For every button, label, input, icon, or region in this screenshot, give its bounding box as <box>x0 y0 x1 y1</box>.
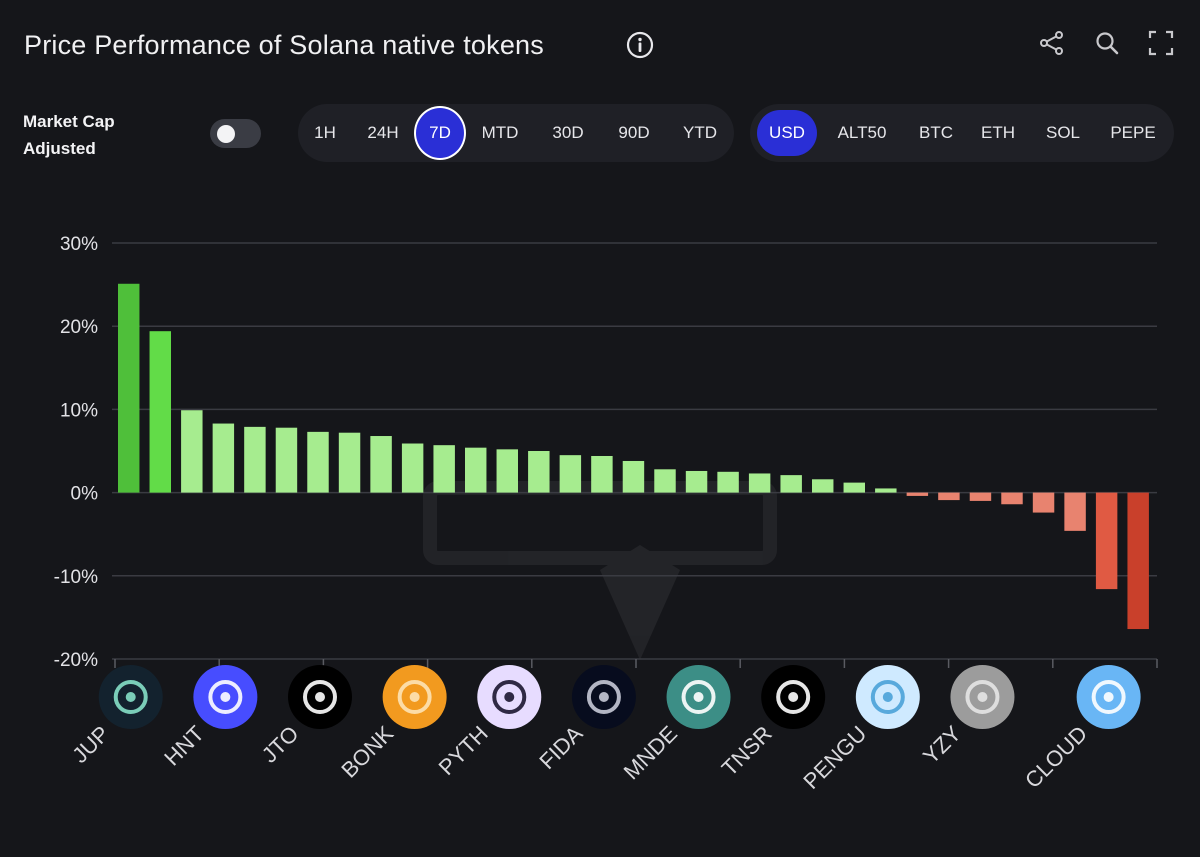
y-tick-label: 30% <box>60 234 98 255</box>
y-tick-label: 0% <box>71 484 99 505</box>
range-7d-button[interactable]: 7D <box>416 108 464 158</box>
bonk-logo-icon <box>382 665 447 729</box>
tnsr-logo-icon <box>761 665 826 729</box>
info-icon[interactable] <box>626 31 654 59</box>
bar[interactable] <box>1032 492 1055 513</box>
bar[interactable] <box>118 283 140 493</box>
range-1h-button[interactable]: 1H <box>314 123 336 142</box>
bar[interactable] <box>969 492 992 501</box>
y-tick-label: -10% <box>54 567 98 588</box>
currency-pepe-button[interactable]: PEPE <box>1110 123 1156 142</box>
x-tick-label: PYTH <box>434 721 493 780</box>
bar[interactable] <box>244 426 266 493</box>
bar[interactable] <box>906 492 929 496</box>
x-tick-label: FIDA <box>534 721 587 774</box>
bar[interactable] <box>496 449 518 493</box>
bar[interactable] <box>149 331 171 493</box>
bar[interactable] <box>717 471 739 493</box>
bar[interactable] <box>307 431 329 493</box>
x-tick-label: JUP <box>67 721 114 768</box>
bar[interactable] <box>181 410 203 493</box>
zoom-icon[interactable] <box>1094 30 1120 56</box>
x-tick-label: YZY <box>918 721 966 769</box>
x-tick-label: BONK <box>336 721 398 783</box>
bar[interactable] <box>591 455 613 493</box>
currency-eth-button[interactable]: ETH <box>981 123 1015 142</box>
bar[interactable] <box>212 423 235 493</box>
bar[interactable] <box>401 443 424 493</box>
bar[interactable] <box>1001 492 1023 505</box>
page-title: Price Performance of Solana native token… <box>24 30 544 60</box>
bar[interactable] <box>875 488 897 493</box>
bar[interactable] <box>1127 492 1149 630</box>
bar[interactable] <box>654 469 676 493</box>
bar[interactable] <box>433 445 455 493</box>
bar[interactable] <box>338 432 361 493</box>
jto-logo-icon <box>287 665 352 729</box>
y-tick-label: 20% <box>60 317 98 338</box>
toggle-knob <box>217 125 235 143</box>
bar[interactable] <box>622 460 645 493</box>
pyth-logo-icon <box>477 665 542 729</box>
share-icon[interactable] <box>1039 30 1065 56</box>
bar[interactable] <box>370 436 392 493</box>
x-tick-label: TNSR <box>717 721 777 781</box>
bar[interactable] <box>465 447 487 493</box>
bar[interactable] <box>843 482 865 493</box>
bar[interactable] <box>528 451 550 493</box>
bar[interactable] <box>748 473 771 493</box>
currency-selector: USD ALT50 BTC ETH SOL PEPE <box>750 104 1174 162</box>
currency-btc-button[interactable]: BTC <box>919 123 953 142</box>
currency-sol-button[interactable]: SOL <box>1045 123 1081 142</box>
market-cap-toggle[interactable] <box>210 119 261 148</box>
range-90d-button[interactable]: 90D <box>618 123 650 142</box>
bar[interactable] <box>938 492 960 501</box>
bar[interactable] <box>812 479 834 493</box>
range-mtd-button[interactable]: MTD <box>481 123 519 142</box>
fida-logo-icon <box>571 665 636 729</box>
bar[interactable] <box>1095 492 1118 590</box>
x-tick-label: HNT <box>159 721 209 771</box>
x-tick-label: MNDE <box>619 721 682 784</box>
cloud-logo-icon <box>1076 665 1141 729</box>
y-tick-label: 10% <box>60 400 98 421</box>
mnde-logo-icon <box>666 665 731 729</box>
x-tick-label: JTO <box>257 721 304 768</box>
bar[interactable] <box>275 427 298 493</box>
fullscreen-icon[interactable] <box>1148 30 1174 56</box>
currency-alt50-button[interactable]: ALT50 <box>837 123 887 142</box>
currency-usd-button[interactable]: USD <box>757 110 817 156</box>
x-tick-label: CLOUD <box>1020 721 1092 793</box>
yzy-logo-icon <box>950 665 1015 729</box>
bar[interactable] <box>685 470 708 493</box>
time-range-selector: 1H 24H 7D MTD 30D 90D YTD <box>298 104 734 162</box>
bar[interactable] <box>1064 492 1086 531</box>
x-tick-label: PENGU <box>798 721 871 794</box>
market-cap-adjusted-label: Market Cap Adjusted <box>23 112 115 158</box>
range-ytd-button[interactable]: YTD <box>683 123 717 142</box>
watermark-logo <box>423 481 777 660</box>
bar[interactable] <box>559 455 582 493</box>
hnt-logo-icon <box>193 665 258 729</box>
y-tick-label: -20% <box>54 650 98 671</box>
range-24h-button[interactable]: 24H <box>367 123 399 142</box>
pengu-logo-icon <box>855 665 920 729</box>
bar[interactable] <box>780 475 802 493</box>
jup-logo-icon <box>98 665 163 729</box>
range-30d-button[interactable]: 30D <box>552 123 584 142</box>
